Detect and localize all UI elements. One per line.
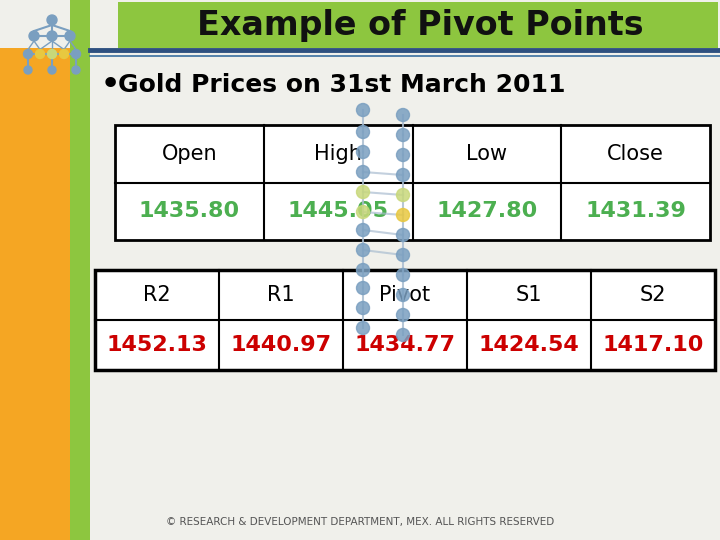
Text: 1431.39: 1431.39: [585, 201, 686, 221]
Text: S2: S2: [640, 285, 666, 305]
Circle shape: [29, 31, 39, 41]
Circle shape: [397, 168, 410, 181]
Bar: [0, 48, 70, 540]
Text: 1427.80: 1427.80: [436, 201, 538, 221]
Circle shape: [72, 66, 80, 74]
Text: Gold Prices on 31st March 2011: Gold Prices on 31st March 2011: [118, 73, 565, 97]
Circle shape: [356, 125, 369, 138]
Text: Low: Low: [467, 144, 508, 164]
Bar: [115, 125, 710, 240]
Text: Pivot: Pivot: [379, 285, 431, 305]
Circle shape: [397, 109, 410, 122]
Circle shape: [48, 50, 56, 58]
Text: R2: R2: [143, 285, 171, 305]
Circle shape: [47, 15, 57, 25]
Circle shape: [356, 104, 369, 117]
Text: 1435.80: 1435.80: [139, 201, 240, 221]
Text: 1445.05: 1445.05: [287, 201, 389, 221]
Circle shape: [397, 308, 410, 321]
Text: 1452.13: 1452.13: [107, 335, 207, 355]
Circle shape: [397, 248, 410, 261]
Circle shape: [48, 66, 56, 74]
Text: 1424.54: 1424.54: [479, 335, 580, 355]
Circle shape: [356, 224, 369, 237]
Text: Example of Pivot Points: Example of Pivot Points: [197, 9, 643, 42]
Bar: [95, 270, 715, 370]
Circle shape: [356, 186, 369, 199]
Text: 1440.97: 1440.97: [230, 335, 332, 355]
Circle shape: [397, 288, 410, 301]
Bar: [118, 2, 718, 48]
Circle shape: [397, 268, 410, 281]
Text: R1: R1: [267, 285, 294, 305]
Text: •: •: [100, 68, 121, 102]
Circle shape: [356, 301, 369, 314]
Text: Close: Close: [607, 144, 664, 164]
Circle shape: [65, 31, 75, 41]
Circle shape: [397, 328, 410, 341]
Circle shape: [356, 281, 369, 294]
Circle shape: [24, 50, 32, 58]
Circle shape: [71, 50, 81, 58]
Text: S1: S1: [516, 285, 542, 305]
Circle shape: [356, 145, 369, 159]
Text: 1434.77: 1434.77: [354, 335, 456, 355]
Circle shape: [24, 66, 32, 74]
Circle shape: [356, 165, 369, 179]
Circle shape: [60, 50, 68, 58]
Circle shape: [35, 50, 45, 58]
Text: © RESEARCH & DEVELOPMENT DEPARTMENT, MEX. ALL RIGHTS RESERVED: © RESEARCH & DEVELOPMENT DEPARTMENT, MEX…: [166, 517, 554, 527]
Circle shape: [47, 31, 57, 41]
Circle shape: [356, 321, 369, 334]
Circle shape: [397, 148, 410, 161]
Circle shape: [397, 188, 410, 201]
Circle shape: [397, 129, 410, 141]
Bar: [70, 0, 90, 540]
Circle shape: [356, 264, 369, 276]
Text: 1417.10: 1417.10: [603, 335, 703, 355]
Circle shape: [356, 244, 369, 256]
Text: High: High: [314, 144, 362, 164]
Circle shape: [397, 228, 410, 241]
Circle shape: [397, 208, 410, 221]
Text: Open: Open: [161, 144, 217, 164]
Circle shape: [356, 206, 369, 219]
